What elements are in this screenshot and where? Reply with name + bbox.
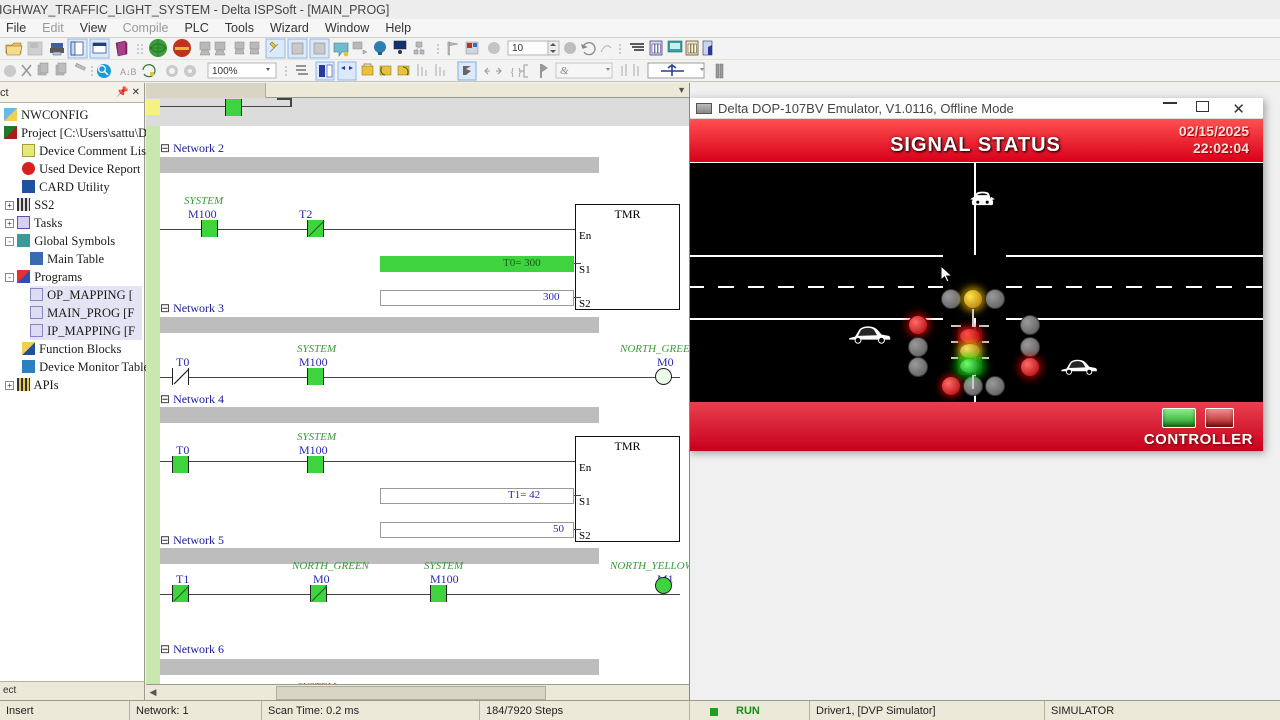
svg-text:&: &: [560, 65, 569, 77]
svg-text:A↓B: A↓B: [120, 67, 137, 77]
svg-text:{ }: { }: [510, 67, 522, 78]
svg-text:10: 10: [512, 43, 524, 54]
svg-text:100%: 100%: [212, 66, 238, 77]
